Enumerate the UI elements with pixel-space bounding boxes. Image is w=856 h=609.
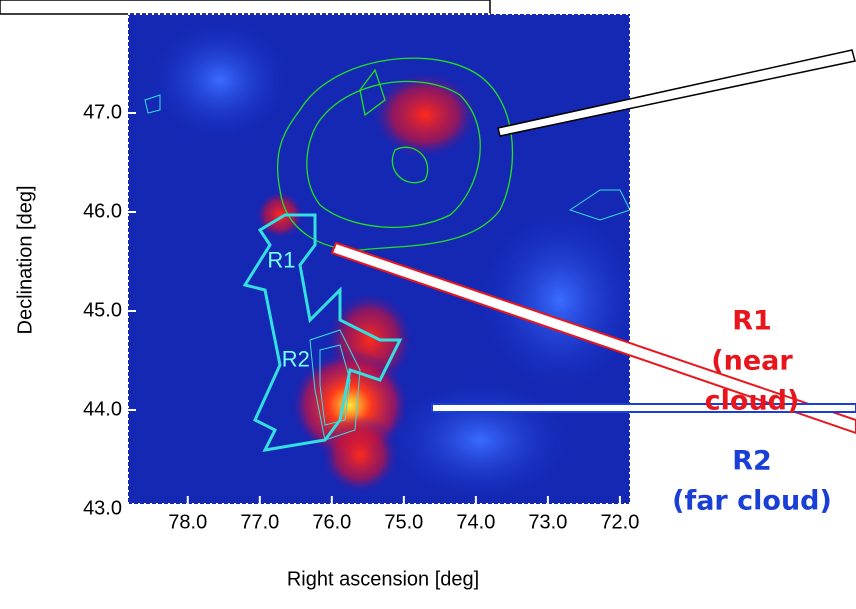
callout-title: R1 xyxy=(732,306,772,337)
y-tick-label: 45.0 xyxy=(83,299,122,321)
x-tick-label: 76.0 xyxy=(312,511,351,533)
callout-line: (near xyxy=(711,346,793,377)
x-tick-label: 77.0 xyxy=(240,511,279,533)
y-tick-label: 43.0 xyxy=(83,497,122,519)
x-tick-label: 72.0 xyxy=(600,511,639,533)
caption-box xyxy=(0,0,490,14)
x-axis-label: Right ascension [deg] xyxy=(287,568,479,590)
region-label: R2 xyxy=(282,346,310,371)
y-tick-label: 44.0 xyxy=(83,398,122,420)
x-tick-label: 78.0 xyxy=(168,511,207,533)
x-tick-label: 75.0 xyxy=(384,511,423,533)
figure: Right ascension [deg] Declination [deg] … xyxy=(0,0,856,605)
x-tick-label: 74.0 xyxy=(456,511,495,533)
callout-line: cloud) xyxy=(705,386,800,417)
region-label: R1 xyxy=(267,247,295,272)
x-tick-label: 73.0 xyxy=(528,511,567,533)
y-tick-label: 46.0 xyxy=(83,200,122,222)
y-tick-label: 47.0 xyxy=(83,101,122,123)
y-axis-label: Declination [deg] xyxy=(14,186,36,335)
callout-title: R2 xyxy=(732,446,772,477)
callout-line: (far cloud) xyxy=(672,486,832,517)
